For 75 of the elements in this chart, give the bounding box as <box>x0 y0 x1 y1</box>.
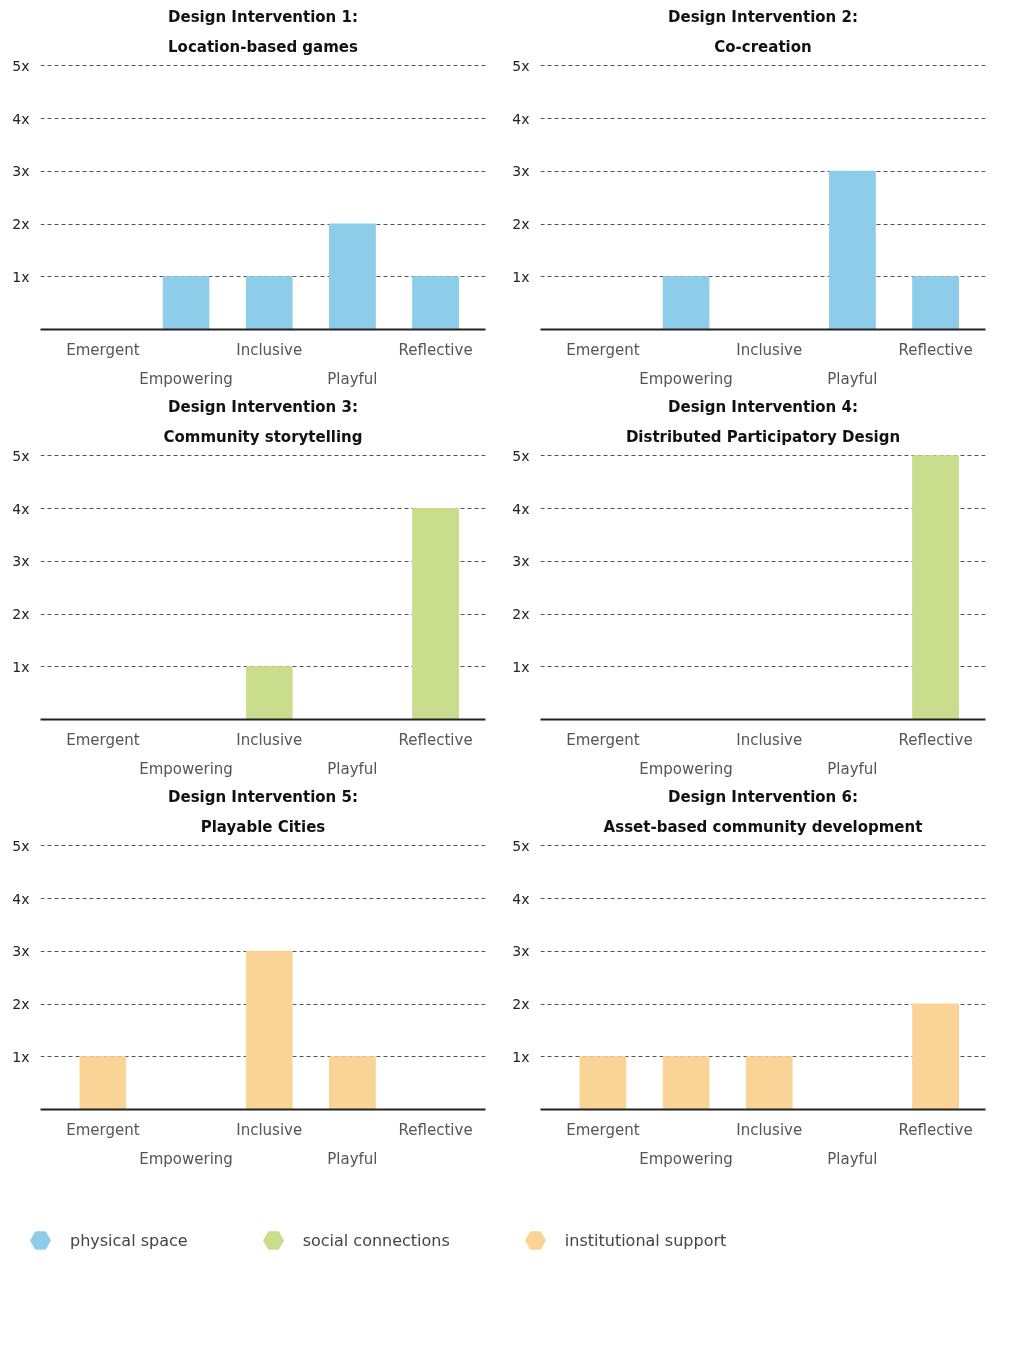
x-tick-label: Inclusive <box>736 1120 803 1139</box>
x-tick-label: Empowering <box>639 1149 733 1168</box>
x-tick-label: Reflective <box>398 340 473 359</box>
y-tick-label: 5x <box>12 447 30 464</box>
y-tick-label: 1x <box>12 1048 30 1065</box>
y-tick-label: 4x <box>512 500 530 517</box>
y-tick-label: 3x <box>12 163 30 180</box>
x-tick-label: Empowering <box>639 369 733 388</box>
y-tick-label: 3x <box>12 943 30 960</box>
legend-label: social connections <box>302 1230 450 1250</box>
x-tick-label: Playful <box>827 1149 878 1168</box>
y-tick-label: 2x <box>512 216 530 233</box>
legend-label: physical space <box>70 1230 188 1250</box>
y-tick-label: 5x <box>512 837 530 854</box>
chart-subtitle: Location-based games <box>168 37 359 56</box>
y-tick-label: 3x <box>12 553 30 570</box>
chart-title: Design Intervention 3: <box>168 397 358 416</box>
x-tick-label: Playful <box>327 369 378 388</box>
y-tick-label: 4x <box>12 110 30 127</box>
x-tick-label: Reflective <box>398 1120 473 1139</box>
chart-title: Design Intervention 2: <box>668 7 858 26</box>
x-tick-label: Empowering <box>139 369 233 388</box>
chart-title: Design Intervention 1: <box>168 7 358 26</box>
y-tick-label: 4x <box>512 890 530 907</box>
x-tick-label: Inclusive <box>736 730 803 749</box>
x-tick-label: Playful <box>327 1149 378 1168</box>
y-tick-label: 1x <box>12 268 30 285</box>
y-tick-label: 2x <box>512 996 530 1013</box>
x-tick-label: Emergent <box>66 340 140 359</box>
y-tick-label: 3x <box>512 553 530 570</box>
x-tick-label: Inclusive <box>236 1120 303 1139</box>
x-tick-label: Reflective <box>398 730 473 749</box>
y-tick-label: 5x <box>12 837 30 854</box>
chart-subtitle: Community storytelling <box>163 427 363 446</box>
x-tick-label: Playful <box>327 759 378 778</box>
y-tick-label: 4x <box>512 110 530 127</box>
x-tick-label: Empowering <box>139 759 233 778</box>
y-tick-label: 2x <box>12 216 30 233</box>
chart-subtitle: Co-creation <box>714 37 812 56</box>
x-tick-label: Playful <box>827 369 878 388</box>
y-tick-label: 4x <box>12 890 30 907</box>
y-tick-label: 3x <box>512 163 530 180</box>
x-tick-label: Emergent <box>66 730 140 749</box>
y-tick-label: 3x <box>512 943 530 960</box>
y-tick-label: 2x <box>512 606 530 623</box>
chart-title: Design Intervention 4: <box>668 397 858 416</box>
y-tick-label: 5x <box>512 447 530 464</box>
legend-label: institutional support <box>564 1230 727 1250</box>
chart-subtitle: Playable Cities <box>200 817 326 836</box>
x-tick-label: Playful <box>827 759 878 778</box>
y-tick-label: 2x <box>12 996 30 1013</box>
y-tick-label: 1x <box>512 1048 530 1065</box>
y-tick-label: 4x <box>12 500 30 517</box>
y-tick-label: 5x <box>12 57 30 74</box>
y-tick-label: 1x <box>512 658 530 675</box>
x-tick-label: Emergent <box>566 1120 640 1139</box>
chart-subtitle: Asset-based community development <box>603 817 923 836</box>
x-tick-label: Inclusive <box>236 730 303 749</box>
x-tick-label: Reflective <box>898 1120 973 1139</box>
x-tick-label: Empowering <box>139 1149 233 1168</box>
x-tick-label: Inclusive <box>736 340 803 359</box>
chart-subtitle: Distributed Participatory Design <box>625 427 901 446</box>
y-tick-label: 1x <box>512 268 530 285</box>
y-tick-label: 5x <box>512 57 530 74</box>
x-tick-label: Empowering <box>639 759 733 778</box>
x-tick-label: Emergent <box>66 1120 140 1139</box>
x-tick-label: Emergent <box>566 340 640 359</box>
x-tick-label: Reflective <box>898 730 973 749</box>
x-tick-label: Emergent <box>566 730 640 749</box>
x-tick-label: Inclusive <box>236 340 303 359</box>
chart-title: Design Intervention 5: <box>168 787 358 806</box>
y-tick-label: 1x <box>12 658 30 675</box>
x-tick-label: Reflective <box>898 340 973 359</box>
y-tick-label: 2x <box>12 606 30 623</box>
chart-title: Design Intervention 6: <box>668 787 858 806</box>
